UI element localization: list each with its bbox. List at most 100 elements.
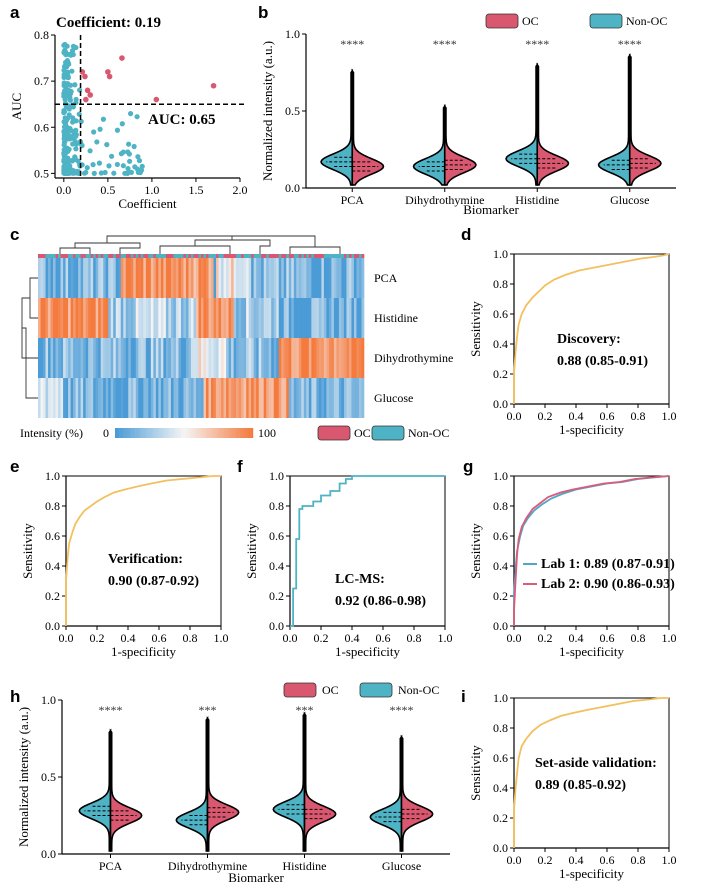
heatmap-cell <box>113 258 117 298</box>
heatmap-cell <box>135 378 139 418</box>
heatmap-group-bar <box>198 254 202 258</box>
g-legend-label: Lab 2: 0.90 (0.86-0.93) <box>541 577 675 592</box>
heatmap-cell <box>123 338 127 378</box>
heatmap-cell <box>313 258 317 298</box>
heatmap-group-bar <box>318 254 322 258</box>
panel-label-g: g <box>463 457 473 476</box>
heatmap-cell <box>195 298 199 338</box>
colorbar-step <box>161 428 164 438</box>
h-x-label: Biomarker <box>228 870 284 885</box>
i-x-label: 1-specificity <box>559 866 624 881</box>
heatmap-cell <box>180 378 184 418</box>
heatmap-group-bar <box>118 254 122 258</box>
heatmap-cell <box>216 378 219 418</box>
heatmap-group-bar <box>241 254 244 258</box>
panel-label-b: b <box>258 3 268 22</box>
heatmap-group-bar <box>175 254 179 258</box>
colorbar-step <box>156 428 159 438</box>
b-violin-oc <box>536 62 570 186</box>
heatmap-group-bar <box>338 254 342 258</box>
heatmap-cell <box>283 338 287 378</box>
heatmap-cell <box>216 298 219 338</box>
heatmap-cell <box>118 338 122 378</box>
a-point <box>90 162 96 168</box>
heatmap-group-bar <box>133 254 137 258</box>
heatmap-cell <box>158 298 162 338</box>
heatmap-cell <box>353 258 357 298</box>
heatmap-cell <box>281 258 285 298</box>
f-y-tick-label: 0.0 <box>269 619 284 633</box>
heatmap-cell <box>193 378 197 418</box>
e-y-tick-label: 0.2 <box>45 589 60 603</box>
heatmap-cell <box>65 378 69 418</box>
heatmap-cell <box>85 338 89 378</box>
heatmap-cell <box>118 298 122 338</box>
d-annotation-title: Discovery: <box>557 332 621 347</box>
heatmap-cell <box>361 378 365 418</box>
heatmap-cell <box>208 378 212 418</box>
heatmap-cell <box>203 378 207 418</box>
heatmap-cell <box>83 338 86 378</box>
g-y-tick-label: 0.6 <box>493 529 508 543</box>
heatmap-cell <box>296 258 300 298</box>
heatmap-cell <box>268 338 272 378</box>
heatmap-group-bar <box>85 254 89 258</box>
heatmap-cell <box>110 378 114 418</box>
heatmap-cell <box>195 258 199 298</box>
heatmap-cell <box>93 338 96 378</box>
heatmap-cell <box>63 378 66 418</box>
heatmap-cell <box>60 298 64 338</box>
heatmap-cell <box>298 338 302 378</box>
heatmap-cell <box>256 258 259 298</box>
h-violin-non-oc <box>272 711 306 852</box>
heatmap-cell <box>243 378 247 418</box>
a-highlight-point <box>82 73 88 80</box>
heatmap-cell <box>211 338 214 378</box>
legend-c: OC Non-OC <box>317 425 449 441</box>
legend-b: OC Non-OC <box>485 13 667 29</box>
heatmap-cell <box>75 378 79 418</box>
heatmap-cell <box>180 338 184 378</box>
a-point <box>104 142 110 148</box>
a-x-label: Coefficient <box>118 196 177 211</box>
heatmap-cell <box>118 258 122 298</box>
heatmap-cell <box>361 258 365 298</box>
colorbar-step <box>213 428 217 438</box>
heatmap-cell <box>158 338 162 378</box>
heatmap-cell <box>293 298 297 338</box>
heatmap-cell <box>53 258 56 298</box>
heatmap-cell <box>48 258 51 298</box>
heatmap-group-bar <box>128 254 132 258</box>
heatmap-group-bar <box>296 254 300 258</box>
heatmap-cell <box>188 378 192 418</box>
heatmap-cell <box>183 298 187 338</box>
heatmap-cell <box>346 298 350 338</box>
a-point <box>77 162 83 168</box>
heatmap-cell <box>58 378 61 418</box>
heatmap-cell <box>296 298 300 338</box>
heatmap-cell <box>361 338 365 378</box>
heatmap-group-bar <box>88 254 91 258</box>
heatmap-group-bar <box>43 254 46 258</box>
heatmap-cell <box>185 338 189 378</box>
heatmap-cell <box>115 258 119 298</box>
heatmap-group-bar <box>155 254 159 258</box>
a-point <box>119 121 125 127</box>
colorbar-step <box>209 428 212 438</box>
heatmap-cell <box>338 338 342 378</box>
e-x-tick-label: 1.0 <box>214 631 229 645</box>
heatmap-cell <box>163 378 167 418</box>
heatmap-cell <box>108 338 112 378</box>
heatmap-cell <box>130 378 134 418</box>
heatmap-cell <box>155 298 159 338</box>
heatmap-cell <box>328 258 332 298</box>
heatmap-cell <box>211 378 214 418</box>
heatmap-group-bar <box>140 254 144 258</box>
heatmap-cell <box>206 378 209 418</box>
heatmap-cell <box>343 258 347 298</box>
a-point <box>65 170 72 176</box>
heatmap-cell <box>45 378 49 418</box>
colorbar-step <box>232 428 235 438</box>
heatmap-cell <box>348 298 352 338</box>
heatmap-cell <box>341 338 345 378</box>
